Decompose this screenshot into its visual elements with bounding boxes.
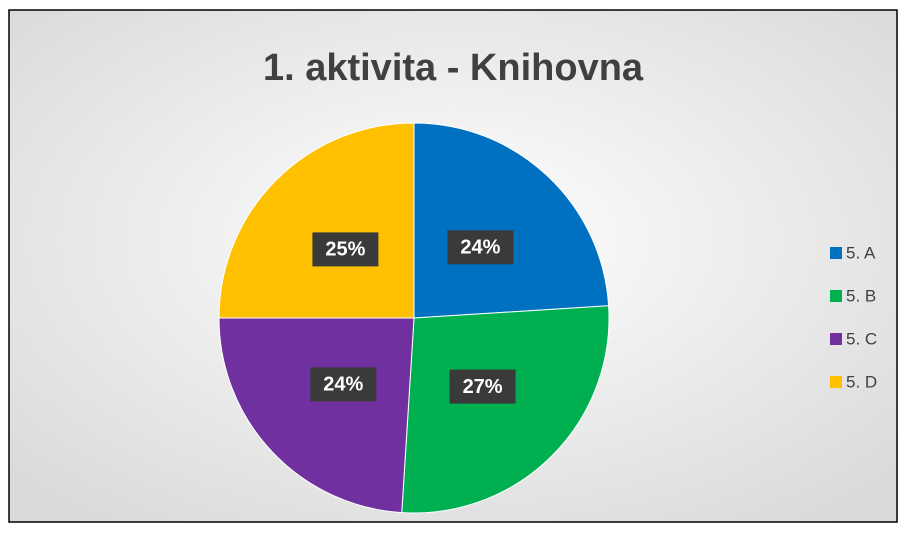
pie-slice bbox=[218, 122, 415, 319]
legend-swatch bbox=[830, 247, 842, 259]
data-label: 24% bbox=[323, 374, 363, 396]
pie bbox=[218, 122, 610, 514]
data-label-box bbox=[312, 232, 379, 267]
pie-slice bbox=[413, 122, 610, 319]
data-label: 24% bbox=[460, 237, 500, 259]
data-label-box bbox=[310, 367, 377, 402]
legend-swatch bbox=[830, 333, 842, 345]
data-label: 27% bbox=[463, 376, 503, 398]
legend-swatch bbox=[830, 376, 842, 388]
legend-label: 5. A bbox=[846, 243, 876, 262]
legend: 5. A 5. B 5. C 5. D bbox=[830, 243, 877, 391]
legend-label: 5. D bbox=[846, 372, 877, 391]
legend-label: 5. C bbox=[846, 329, 877, 348]
chart-title: 1. aktivita - Knihovna bbox=[263, 47, 644, 89]
pie-slice bbox=[401, 305, 610, 514]
pie-slice bbox=[218, 317, 415, 514]
data-label-box bbox=[449, 369, 516, 404]
data-label: 25% bbox=[325, 239, 365, 261]
data-labels: 24% 27% 24% 25% bbox=[310, 230, 516, 404]
data-label-box bbox=[447, 230, 514, 265]
legend-swatch bbox=[830, 290, 842, 302]
legend-label: 5. B bbox=[846, 286, 876, 305]
